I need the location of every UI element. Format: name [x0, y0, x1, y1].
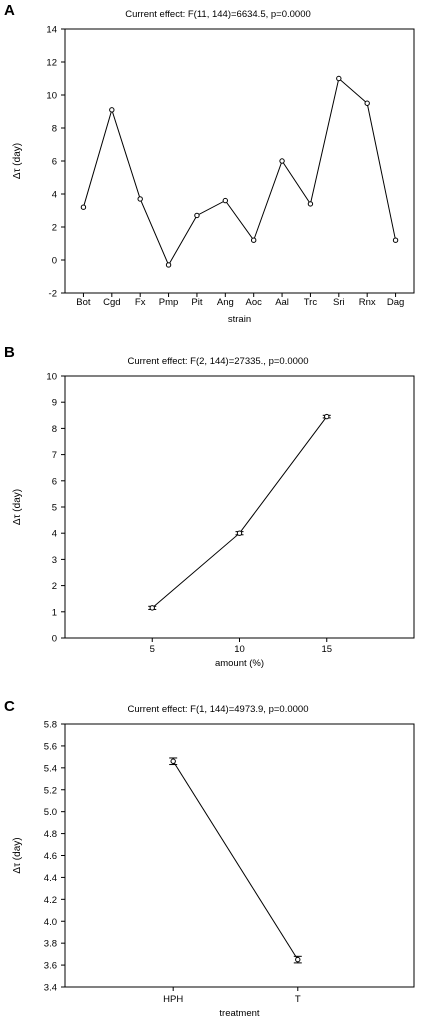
y-axis-label: Δτ (day): [12, 143, 23, 179]
x-tick-label: 5: [150, 644, 155, 655]
data-point: [250, 237, 257, 243]
x-tick-label: Pit: [191, 297, 202, 308]
y-tick-label: 12: [46, 58, 57, 69]
y-tick-label: 4.4: [44, 873, 57, 884]
x-tick-label: Fx: [135, 297, 146, 308]
data-point: [109, 107, 115, 113]
data-point: [80, 204, 87, 210]
x-axis-label: strain: [228, 314, 251, 325]
y-tick-label: 3.4: [44, 983, 57, 994]
y-tick-label: 8: [52, 424, 57, 435]
y-tick-label: 4.6: [44, 851, 57, 862]
x-axis-label: amount (%): [215, 658, 264, 669]
y-tick-label: 5.0: [44, 807, 57, 818]
y-tick-label: 7: [52, 450, 57, 461]
x-tick-label: Sri: [333, 297, 345, 308]
x-tick-label: T: [295, 994, 301, 1005]
panel-c: C Current effect: F(1, 144)=4973.9, p=0.…: [0, 690, 436, 1023]
y-tick-label: 4.8: [44, 829, 57, 840]
y-tick-label: 5.4: [44, 763, 57, 774]
data-point: [222, 197, 229, 204]
data-point: [236, 530, 243, 536]
y-tick-label: 1: [52, 607, 57, 618]
data-point: [324, 413, 330, 420]
x-tick-label: Dag: [387, 297, 404, 308]
y-tick-label: 5: [52, 503, 57, 514]
x-tick-label: Ang: [217, 297, 234, 308]
y-tick-label: -2: [49, 289, 57, 300]
panel-letter-c: C: [4, 698, 15, 715]
x-tick-label: HPH: [163, 994, 183, 1005]
y-tick-label: 4: [52, 190, 57, 201]
chart-b: 0 1 2 3 4 5 6 7 8 9 10 5 10 15 amount (%) Δτ (day): [12, 372, 415, 669]
plot-frame: [64, 375, 415, 639]
chart-title-a: Current effect: F(11, 144)=6634.5, p=0.0…: [125, 9, 311, 20]
panel-a: A Current effect: F(11, 144)=6634.5, p=0…: [0, 0, 436, 330]
series-line: [82, 77, 397, 267]
chart-title-b: Current effect: F(2, 144)=27335., p=0.00…: [127, 356, 309, 367]
y-tick-label: 9: [52, 398, 57, 409]
y-tick-label: 4.2: [44, 895, 57, 906]
data-point: [170, 758, 176, 764]
y-tick-label: 2: [52, 581, 57, 592]
y-tick-label: 6: [52, 476, 57, 487]
data-point: [392, 237, 399, 243]
y-tick-label: 3: [52, 555, 57, 566]
y-tick-label: 5.2: [44, 785, 57, 796]
plot-frame: [64, 28, 415, 294]
y-tick-label: 6: [52, 157, 57, 168]
x-tick-label: Rnx: [359, 297, 376, 308]
x-tick-label: Aoc: [245, 297, 262, 308]
panel-b: B Current effect: F(2, 144)=27335., p=0.…: [0, 342, 436, 677]
x-axis-label: treatment: [219, 1008, 259, 1019]
y-tick-label: 5.6: [44, 741, 57, 752]
y-axis-label: Δτ (day): [12, 837, 23, 873]
x-tick-label: Bot: [76, 297, 91, 308]
y-tick-label: 4: [52, 529, 57, 540]
x-tick-label: 10: [234, 644, 245, 655]
y-tick-label: 10: [46, 91, 57, 102]
data-point: [364, 100, 370, 106]
data-point: [149, 605, 155, 611]
y-tick-label: 3.8: [44, 939, 57, 950]
data-point: [194, 212, 200, 219]
data-point: [336, 75, 342, 82]
y-tick-label: 4.0: [44, 917, 57, 928]
x-tick-label: Aal: [275, 297, 289, 308]
y-tick-label: 5.8: [44, 720, 57, 731]
series-line: [172, 760, 299, 960]
data-point: [279, 158, 285, 164]
data-point: [137, 196, 143, 202]
chart-c: 3.4 3.6 3.8 4.0 4.2 4.4 4.6 4.8 5.0 5.2 5.4 5.6 5.8 H…: [12, 720, 415, 1019]
panel-letter-b: B: [4, 344, 15, 361]
x-tick-label: Pmp: [159, 297, 179, 308]
y-tick-label: 0: [52, 634, 57, 645]
x-tick-label: 15: [321, 644, 332, 655]
x-tick-label: Cgd: [103, 297, 120, 308]
series-line: [151, 416, 328, 609]
x-tick-label: Trc: [304, 297, 318, 308]
panel-letter-a: A: [4, 2, 15, 19]
y-tick-label: 3.6: [44, 961, 57, 972]
data-point: [295, 956, 301, 963]
data-point: [307, 201, 314, 207]
y-tick-label: 0: [52, 256, 57, 267]
y-tick-label: 2: [52, 223, 57, 234]
y-tick-label: 8: [52, 124, 57, 135]
y-axis-label: Δτ (day): [12, 489, 23, 525]
chart-title-c: Current effect: F(1, 144)=4973.9, p=0.00…: [127, 704, 309, 715]
chart-a: -2 0 2 4 6 8 10 12 14 Bot Cgd Fx Pmp Pit Ang Aoc Aal Trc S…: [12, 25, 415, 325]
y-tick-label: 14: [46, 25, 57, 36]
plot-frame: [64, 723, 415, 988]
data-point: [165, 262, 172, 268]
y-tick-label: 10: [46, 372, 57, 383]
